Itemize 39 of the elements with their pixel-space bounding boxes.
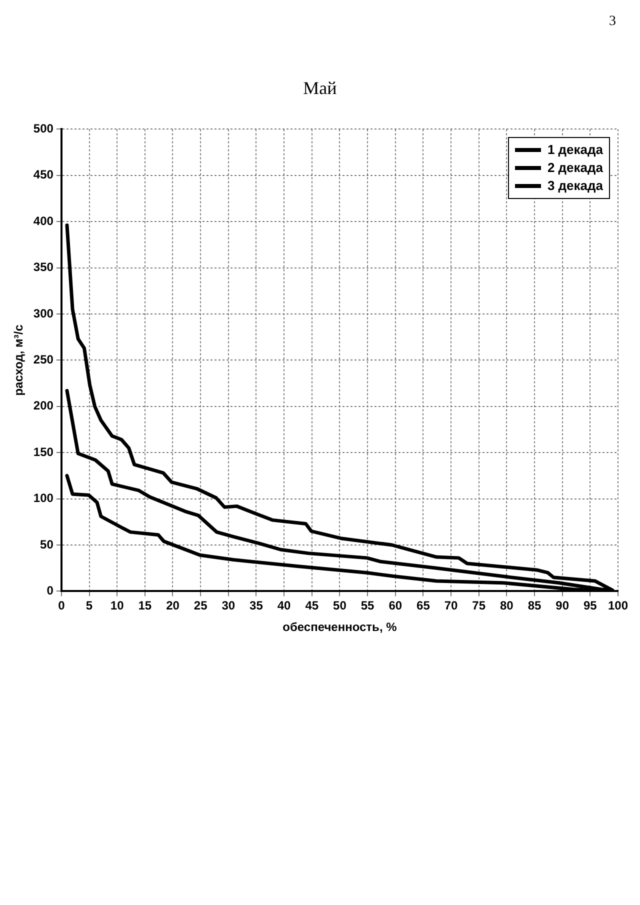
chart-title: Май [302,78,338,99]
x-axis-title: обеспеченность, % [282,620,398,634]
x-tick-label: 35 [250,598,264,613]
x-tick-label: 70 [444,598,458,613]
y-tick-label: 400 [33,214,54,228]
x-tick-label: 90 [556,598,570,613]
y-tick-label: 50 [40,537,54,552]
x-tick-label: 95 [583,598,598,613]
x-tick-label: 0 [58,598,66,613]
x-tick-label: 75 [472,598,486,613]
x-tick-label: 60 [388,598,402,613]
x-tick-label: 5 [86,598,93,613]
x-tick-label: 100 [608,598,628,613]
y-tick-label: 500 [33,122,54,136]
x-tick-label: 40 [277,598,292,613]
legend-label: 1 декада [547,141,603,160]
x-tick-label: 85 [528,598,542,613]
x-tick-label: 15 [138,598,152,613]
y-axis-title: расход, м³/с [12,324,26,396]
legend-label: 3 декада [547,177,603,196]
text: 3 [609,14,616,31]
y-tick-label: 100 [33,491,54,506]
x-tick-label: 45 [305,598,319,613]
x-tick-label: 55 [360,598,375,613]
x-tick-label: 80 [500,598,514,613]
x-tick-label: 65 [416,598,430,613]
y-tick-label: 450 [33,168,54,182]
y-tick-label: 350 [33,260,54,274]
y-tick-label: 300 [33,306,54,320]
x-tick-label: 25 [194,598,208,613]
x-tick-label: 10 [110,598,124,613]
y-tick-label: 250 [33,352,54,367]
y-tick-label: 200 [33,398,54,413]
y-tick-label: 150 [33,444,54,459]
x-tick-label: 20 [166,598,180,613]
legend-label: 2 декада [547,159,603,178]
x-tick-label: 30 [222,598,236,613]
x-tick-label: 50 [333,598,347,613]
y-tick-label: 0 [46,584,54,598]
